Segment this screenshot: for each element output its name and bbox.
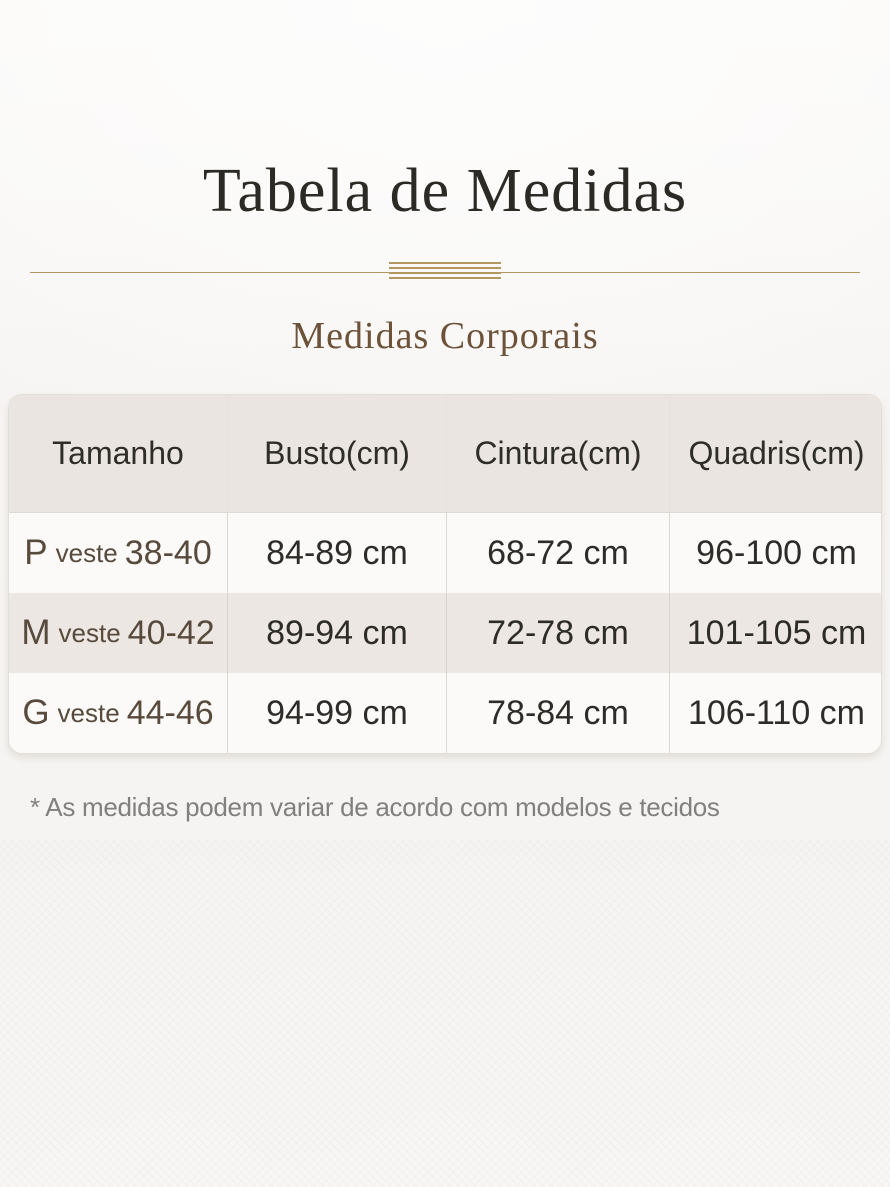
size-letter: P xyxy=(24,533,48,572)
veste-range: 38-40 xyxy=(124,533,212,572)
busto-cell: 84-89 cm xyxy=(227,513,446,593)
page-title: Tabela de Medidas xyxy=(202,157,688,225)
veste-label: veste xyxy=(58,617,121,648)
quadris-cell: 101-105 cm xyxy=(669,593,881,673)
measurements-footnote: * As medidas podem variar de acordo com … xyxy=(30,792,720,822)
quadris-cell: 96-100 cm xyxy=(669,513,881,593)
cintura-cell: 72-78 cm xyxy=(446,593,669,673)
size-table: Tamanho Busto(cm) Cintura(cm) Quadris(cm… xyxy=(8,394,882,754)
size-letter: G xyxy=(22,693,50,732)
header-cell-tamanho: Tamanho xyxy=(52,435,184,471)
ornament-divider xyxy=(30,262,860,282)
veste-label: veste xyxy=(57,697,120,728)
table-row: G veste 44-46 94-99 cm 78-84 cm 106-110 … xyxy=(9,673,881,753)
table-header-row: Tamanho Busto(cm) Cintura(cm) Quadris(cm… xyxy=(9,395,881,513)
table-row: M veste 40-42 89-94 cm 72-78 cm 101-105 … xyxy=(9,593,881,673)
quadris-cell: 106-110 cm xyxy=(669,673,881,753)
cintura-cell: 78-84 cm xyxy=(446,673,669,753)
header-cell-busto: Busto(cm) xyxy=(227,395,446,512)
header-cell-quadris: Quadris(cm) xyxy=(669,395,881,512)
size-cell: G veste 44-46 xyxy=(9,673,227,753)
header-cell-cintura: Cintura(cm) xyxy=(446,395,669,512)
table-row: P veste 38-40 84-89 cm 68-72 cm 96-100 c… xyxy=(9,513,881,593)
size-letter: M xyxy=(21,613,51,652)
veste-label: veste xyxy=(55,537,118,568)
size-cell: P veste 38-40 xyxy=(9,513,227,593)
size-cell: M veste 40-42 xyxy=(9,593,227,673)
busto-cell: 94-99 cm xyxy=(227,673,446,753)
section-subtitle: Medidas Corporais xyxy=(291,315,599,357)
veste-range: 40-42 xyxy=(127,613,215,652)
veste-range: 44-46 xyxy=(126,693,214,732)
divider-hatch-ornament xyxy=(389,262,501,282)
cintura-cell: 68-72 cm xyxy=(446,513,669,593)
busto-cell: 89-94 cm xyxy=(227,593,446,673)
paper-texture xyxy=(0,840,890,1187)
